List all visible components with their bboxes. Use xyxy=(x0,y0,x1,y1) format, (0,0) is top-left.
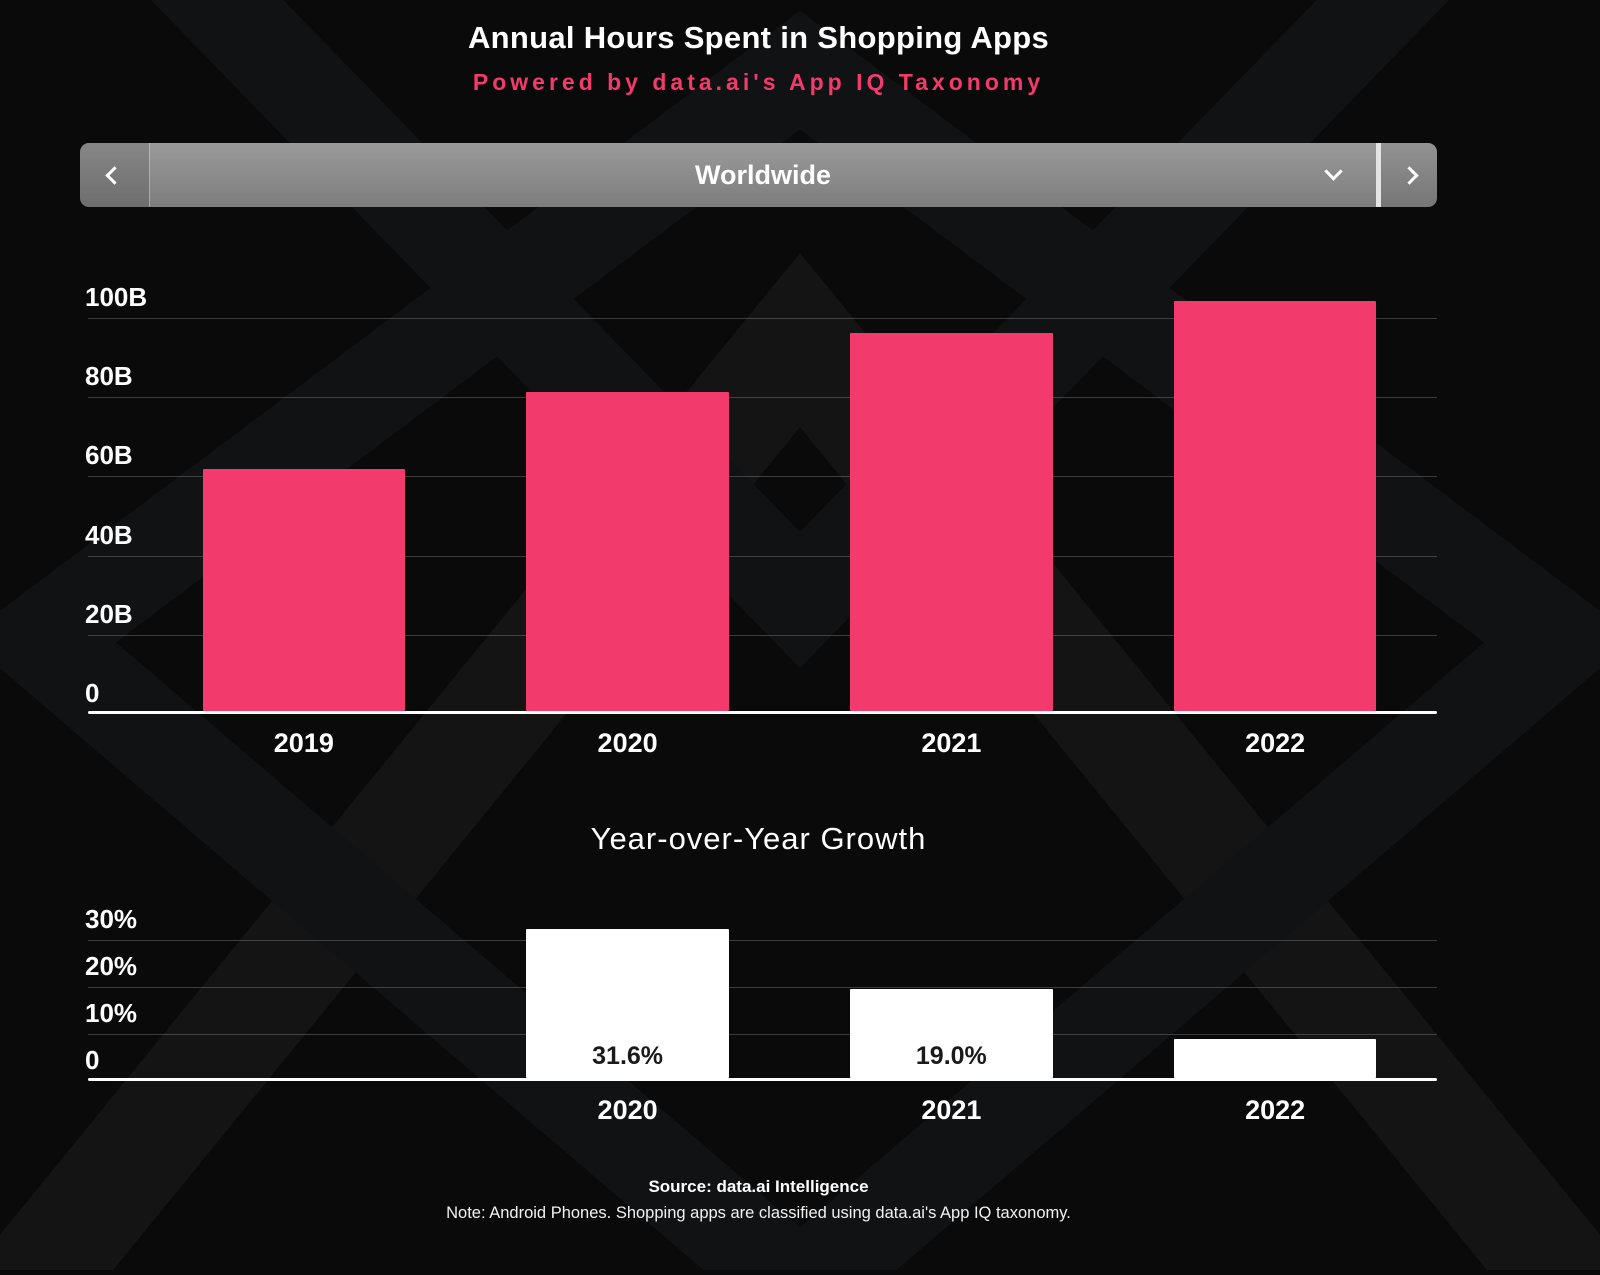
bar-value-label: 31.6% xyxy=(592,1042,664,1070)
bar-2022 xyxy=(1173,1038,1377,1078)
region-dropdown[interactable]: Worldwide xyxy=(150,143,1376,207)
page-subtitle: Powered by data.ai's App IQ Taxonomy xyxy=(472,69,1045,95)
footer: Source: data.ai Intelligence Note: Andro… xyxy=(80,1177,1437,1223)
growth-x-labels: 2020 2021 2022 xyxy=(88,1081,1437,1131)
y-tick-60B: 60B xyxy=(85,440,133,471)
hours-plot: 100B 80B 60B 40B 20B 0 xyxy=(85,278,1437,714)
x-tick-2021: 2021 xyxy=(921,1095,982,1125)
y-tick-0: 0 xyxy=(85,1045,100,1075)
x-tick-2021: 2021 xyxy=(921,728,982,758)
source-text: Source: data.ai Intelligence xyxy=(648,1177,869,1196)
gridline xyxy=(88,317,1437,319)
region-selector: Worldwide xyxy=(80,143,1437,207)
x-tick-2022: 2022 xyxy=(1245,1095,1306,1125)
gridline xyxy=(88,1033,1437,1035)
gridline xyxy=(88,634,1437,636)
y-tick-100B: 100B xyxy=(85,281,148,312)
next-region-button[interactable] xyxy=(1381,143,1437,207)
growth-plot: 30% 20% 10% 0 31.6% 19.0% xyxy=(85,904,1437,1081)
chevron-down-icon xyxy=(1324,162,1343,181)
hours-x-labels: 2019 2020 2021 2022 xyxy=(88,714,1437,764)
growth-chart: 30% 20% 10% 0 31.6% 19.0% 2020 2021 2022 xyxy=(85,904,1437,1131)
bar-2022 xyxy=(1173,300,1377,711)
bar-2019 xyxy=(202,469,405,711)
y-tick-10%: 10% xyxy=(85,997,138,1028)
bar-2020: 31.6% xyxy=(526,929,729,1078)
y-tick-30%: 30% xyxy=(85,903,138,934)
page-title: Annual Hours Spent in Shopping Apps xyxy=(467,20,1050,55)
chevron-right-icon xyxy=(1399,165,1419,185)
page-content: Annual Hours Spent in Shopping Apps Powe… xyxy=(80,0,1437,1223)
prev-region-button[interactable] xyxy=(80,143,150,207)
growth-chart-title: Year-over-Year Growth xyxy=(590,821,927,856)
note-text: Note: Android Phones. Shopping apps are … xyxy=(446,1204,1071,1222)
x-tick-2020: 2020 xyxy=(597,728,658,758)
x-tick-2019: 2019 xyxy=(273,728,334,758)
x-axis-line xyxy=(88,1078,1437,1081)
chevron-left-icon xyxy=(105,165,124,185)
hours-chart: 100B 80B 60B 40B 20B 0 2019 2020 2021 2022 xyxy=(85,278,1437,764)
gridline xyxy=(88,939,1437,941)
gridline xyxy=(88,555,1437,557)
x-tick-2020: 2020 xyxy=(597,1095,658,1125)
gridline xyxy=(88,396,1437,398)
y-tick-80B: 80B xyxy=(85,360,133,391)
gridline xyxy=(88,986,1437,988)
y-tick-40B: 40B xyxy=(85,519,133,550)
bar-2021 xyxy=(850,332,1053,711)
bar-value-label: 19.0% xyxy=(915,1042,987,1070)
region-value: Worldwide xyxy=(694,159,831,190)
bar-2021: 19.0% xyxy=(850,988,1053,1078)
y-tick-20%: 20% xyxy=(85,950,138,981)
x-tick-2022: 2022 xyxy=(1245,728,1306,758)
gridline xyxy=(88,476,1437,478)
bar-2020 xyxy=(526,391,729,711)
selector-divider xyxy=(1376,143,1381,207)
y-tick-20B: 20B xyxy=(85,598,133,629)
y-tick-0: 0 xyxy=(85,678,100,708)
x-axis-line xyxy=(88,711,1437,714)
